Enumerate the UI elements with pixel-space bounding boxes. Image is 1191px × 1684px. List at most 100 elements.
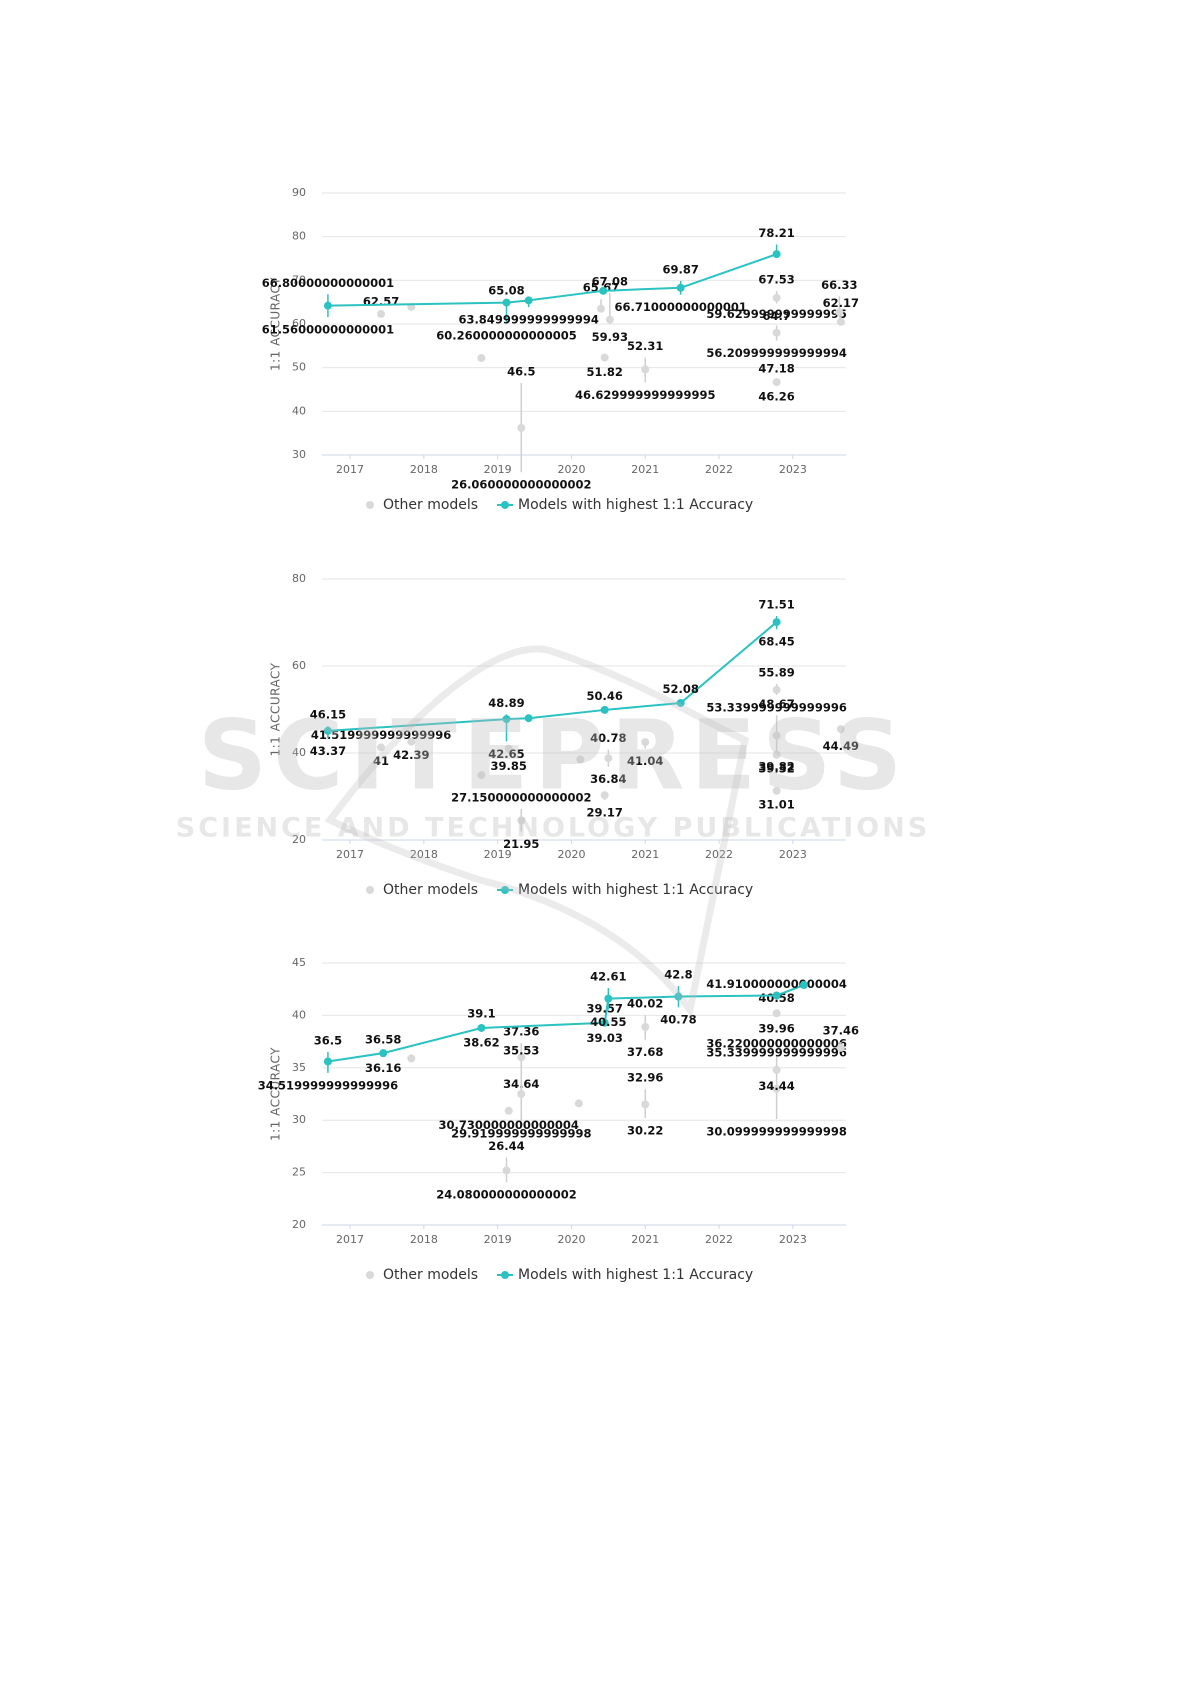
series-line — [327, 253, 777, 307]
point — [504, 1106, 513, 1115]
series-line — [327, 984, 805, 1063]
upper-label: 40.02 — [627, 997, 663, 1011]
upper-label: 71.51 — [758, 597, 794, 611]
y-tick-label: 50 — [292, 361, 306, 374]
lower-label: 46.26 — [758, 389, 794, 403]
point — [477, 354, 486, 363]
legend-marker — [501, 1271, 509, 1279]
legend-item: Other models — [366, 1267, 478, 1283]
highlight-point — [799, 981, 808, 990]
highlight-point — [477, 1023, 486, 1032]
highlight-point — [600, 705, 609, 714]
lower-label: 41 — [373, 754, 389, 768]
watermark-title: SCITEPRESS — [198, 699, 908, 811]
x-tick-label: 2018 — [410, 463, 438, 476]
highlight-point — [676, 283, 685, 292]
upper-label: 46.15 — [310, 708, 346, 722]
x-tick-label: 2019 — [484, 1233, 512, 1246]
legend-marker — [366, 501, 374, 509]
point — [772, 685, 781, 694]
lower-label: 60.260000000000005 — [436, 328, 576, 342]
upper-label: 36.5 — [314, 1034, 342, 1048]
y-tick-label: 60 — [292, 317, 306, 330]
point — [641, 365, 650, 374]
y-tick-label: 45 — [292, 956, 306, 969]
upper-label: 67.53 — [758, 273, 794, 287]
lower-label: 39.03 — [586, 1031, 622, 1045]
upper-label: 41.519999999999996 — [311, 728, 451, 742]
upper-label: 59.629999999999995 — [706, 307, 846, 321]
upper-label: 55.89 — [758, 665, 794, 679]
lower-label: 42.65 — [488, 747, 524, 761]
legend-label: Models with highest 1:1 Accuracy — [518, 882, 753, 898]
y-tick-label: 30 — [292, 448, 306, 461]
watermark-subtitle: SCIENCE AND TECHNOLOGY PUBLICATIONS — [176, 813, 930, 844]
point — [836, 1043, 845, 1052]
lower-label: 21.95 — [503, 837, 539, 851]
chart: 20 25 30 35 40 45 2017 2018 2019 2020 2021 2022 2023… — [258, 956, 859, 1283]
highlight-point — [772, 250, 781, 259]
point — [641, 1022, 650, 1031]
legend-item: Models with highest 1:1 Accuracy — [497, 497, 753, 513]
legend-item: Other models — [366, 882, 478, 898]
x-tick-label: 2017 — [336, 463, 364, 476]
chart: 20 40 60 80 2017 2018 2019 2020 2021 2022 2023 1:1 … — [269, 572, 860, 898]
upper-label: 36.220000000000006 — [706, 1037, 846, 1051]
y-tick-label: 35 — [292, 1061, 306, 1074]
upper-label: 66.80000000000001 — [262, 276, 394, 290]
point — [772, 328, 781, 337]
lower-label: 34.519999999999996 — [258, 1078, 398, 1092]
upper-label: 35.339999999999996 — [706, 1046, 846, 1060]
x-tick-label: 2020 — [557, 848, 585, 861]
y-tick-label: 40 — [292, 404, 306, 417]
x-tick-label: 2021 — [631, 848, 659, 861]
legend-item: Models with highest 1:1 Accuracy — [497, 1267, 753, 1283]
upper-label: 48.89 — [488, 696, 524, 710]
x-tick-label: 2019 — [484, 463, 512, 476]
lower-label: 44.49 — [823, 739, 859, 753]
point — [835, 308, 844, 317]
upper-label: 39.57 — [586, 1001, 622, 1015]
x-tick-label: 2021 — [631, 1233, 659, 1246]
point — [517, 1053, 526, 1062]
point — [407, 1054, 416, 1063]
watermark: SCITEPRESS SCIENCE AND TECHNOLOGY PUBLIC… — [176, 645, 930, 1019]
legend-label: Models with highest 1:1 Accuracy — [518, 497, 753, 513]
highlight-point — [524, 296, 533, 305]
point — [574, 1099, 583, 1108]
lower-label: 29.919999999999998 — [451, 1127, 591, 1141]
lower-label: 26.060000000000002 — [451, 478, 591, 492]
legend-marker — [366, 1271, 374, 1279]
upper-label: 62.57 — [363, 294, 399, 308]
x-tick-label: 2019 — [484, 848, 512, 861]
legend-label: Other models — [383, 1267, 478, 1283]
x-tick-label: 2022 — [705, 1233, 733, 1246]
highlight-point — [323, 726, 332, 735]
upper-label: 50.46 — [586, 689, 622, 703]
lower-label: 30.099999999999998 — [706, 1125, 846, 1139]
point — [504, 744, 513, 753]
point — [772, 293, 781, 302]
upper-label: 46.5 — [507, 364, 535, 378]
y-tick-label: 20 — [292, 1218, 306, 1231]
upper-label: 37.46 — [823, 1024, 859, 1038]
legend-item: Models with highest 1:1 Accuracy — [497, 882, 753, 898]
y-axis-title: 1:1 ACCURACY — [269, 662, 283, 756]
upper-label: 42.8 — [664, 968, 692, 982]
lower-label: 24.080000000000002 — [436, 1188, 576, 1202]
highlight-point — [599, 286, 608, 295]
y-tick-label: 40 — [292, 1008, 306, 1021]
legend-marker — [366, 886, 374, 894]
lower-label: 59.93 — [592, 330, 628, 344]
y-tick-label: 90 — [292, 186, 306, 199]
x-tick-label: 2020 — [557, 463, 585, 476]
lower-label: 41.04 — [627, 754, 663, 768]
highlight-point — [379, 1049, 388, 1058]
upper-label: 65.08 — [488, 283, 524, 297]
x-tick-label: 2023 — [779, 1233, 807, 1246]
point — [641, 738, 650, 747]
lower-label: 68.45 — [758, 635, 794, 649]
highlight-point — [772, 991, 781, 1000]
